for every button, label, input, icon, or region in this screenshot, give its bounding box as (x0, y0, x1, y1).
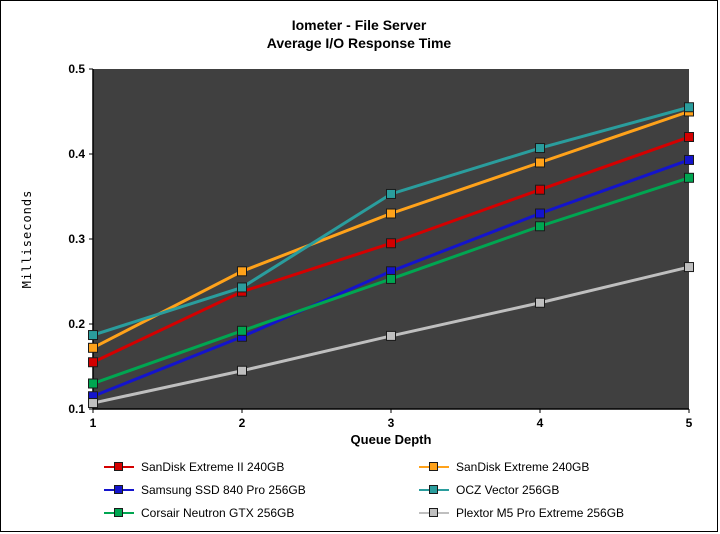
series-marker-1 (535, 157, 545, 168)
plot-area: 0.1 0.2 0.3 0.4 0.5 1 2 3 4 5 (68, 62, 694, 430)
x-tick-label: 3 (388, 416, 395, 430)
legend-item: OCZ Vector 256GB (359, 483, 674, 497)
legend-item: Samsung SSD 840 Pro 256GB (44, 483, 359, 497)
x-tick-label: 1 (90, 416, 97, 430)
series-marker-0 (684, 132, 694, 142)
series-marker-0 (535, 184, 545, 195)
chart-title-line1: Iometer - File Server (291, 17, 427, 33)
y-tick-label: 0.4 (68, 147, 85, 161)
series-marker-4 (237, 325, 247, 336)
legend-marker-icon (104, 485, 134, 495)
legend-label: SanDisk Extreme 240GB (456, 460, 590, 474)
y-tick-label: 0.3 (68, 232, 85, 246)
x-tick-label: 4 (537, 416, 544, 430)
legend-label: OCZ Vector 256GB (456, 483, 560, 497)
legend-label: Corsair Neutron GTX 256GB (141, 506, 295, 520)
chart-title: Iometer - File Server Average I/O Respon… (1, 16, 717, 52)
series-marker-3 (237, 282, 247, 293)
y-tick-label: 0.5 (68, 62, 85, 76)
y-tick-label: 0.1 (68, 402, 85, 416)
series-marker-4 (684, 172, 694, 183)
legend-item: Corsair Neutron GTX 256GB (44, 506, 359, 520)
series-marker-5 (684, 262, 694, 273)
series-marker-4 (535, 221, 545, 232)
series-marker-0 (88, 357, 98, 368)
series-marker-2 (535, 208, 545, 219)
series-marker-1 (88, 342, 98, 353)
legend-marker-icon (104, 462, 134, 472)
legend-marker-icon (419, 462, 449, 472)
x-tick-label: 5 (686, 416, 693, 430)
legend-marker-icon (419, 508, 449, 518)
y-tick-label: 0.2 (68, 317, 85, 331)
legend-label: Samsung SSD 840 Pro 256GB (141, 483, 306, 497)
legend-label: SanDisk Extreme II 240GB (141, 460, 285, 474)
legend: SanDisk Extreme II 240GB SanDisk Extreme … (1, 460, 717, 520)
series-marker-4 (386, 273, 396, 284)
series-marker-0 (386, 238, 396, 249)
series-marker-3 (88, 330, 98, 341)
series-marker-4 (88, 378, 98, 389)
series-marker-5 (386, 330, 396, 341)
series-marker-3 (386, 188, 396, 199)
series-marker-5 (237, 365, 247, 376)
legend-label: Plextor M5 Pro Extreme 256GB (456, 506, 625, 520)
legend-marker-icon (104, 508, 134, 518)
series-marker-3 (535, 143, 545, 154)
legend-marker-icon (419, 485, 449, 495)
legend-item: SanDisk Extreme II 240GB (44, 460, 359, 474)
series-marker-3 (684, 102, 694, 113)
series-marker-5 (88, 398, 98, 409)
series-marker-5 (535, 297, 545, 308)
series-marker-2 (684, 154, 694, 165)
x-axis-label: Queue Depth (350, 432, 432, 447)
legend-item: SanDisk Extreme 240GB (359, 460, 674, 474)
series-marker-1 (386, 208, 396, 219)
series-marker-1 (237, 266, 247, 277)
chart-title-line2: Average I/O Response Time (266, 35, 452, 51)
legend-item: Plextor M5 Pro Extreme 256GB (359, 506, 674, 520)
x-tick-label: 2 (239, 416, 246, 430)
